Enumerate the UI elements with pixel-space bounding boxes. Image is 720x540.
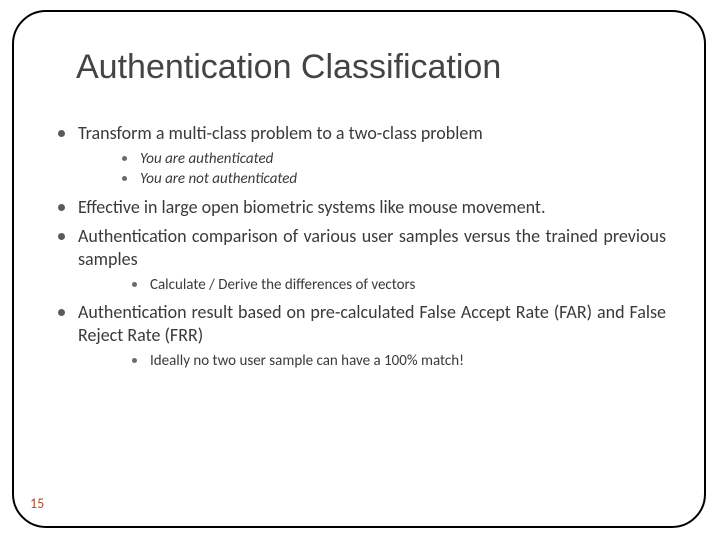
sub-bullet-item: Calculate / Derive the differences of ve… [130, 275, 666, 295]
bullet-item: Effective in large open biometric system… [56, 196, 666, 219]
sub-bullet-item: Ideally no two user sample can have a 10… [130, 351, 666, 371]
sub-bullet-list: Calculate / Derive the differences of ve… [78, 275, 666, 295]
sub-bullet-text: You are not authenticated [140, 170, 297, 188]
sub-bullet-item: You are not authenticated [120, 169, 666, 189]
sub-bullet-text: You are authenticated [140, 150, 273, 168]
bullet-list: Transform a multi-class problem to a two… [56, 122, 666, 371]
bullet-item: Transform a multi-class problem to a two… [56, 122, 666, 190]
bullet-item: Authentication comparison of various use… [56, 225, 666, 295]
slide-content: Transform a multi-class problem to a two… [56, 122, 666, 377]
sub-bullet-text: Ideally no two user sample can have a 10… [150, 352, 464, 370]
bullet-text: Authentication result based on pre-calcu… [78, 301, 666, 346]
sub-bullet-item: You are authenticated [120, 149, 666, 169]
sub-bullet-text: Calculate / Derive the differences of ve… [150, 276, 415, 294]
bullet-item: Authentication result based on pre-calcu… [56, 301, 666, 371]
bullet-text: Transform a multi-class problem to a two… [78, 122, 483, 144]
slide-title: Authentication Classification [76, 48, 501, 87]
page-number: 15 [30, 495, 44, 512]
bullet-text: Effective in large open biometric system… [78, 196, 546, 218]
slide: Authentication Classification Transform … [0, 0, 720, 540]
sub-bullet-list: Ideally no two user sample can have a 10… [78, 351, 666, 371]
bullet-text: Authentication comparison of various use… [78, 225, 666, 270]
sub-bullet-list: You are authenticated You are not authen… [78, 149, 666, 190]
